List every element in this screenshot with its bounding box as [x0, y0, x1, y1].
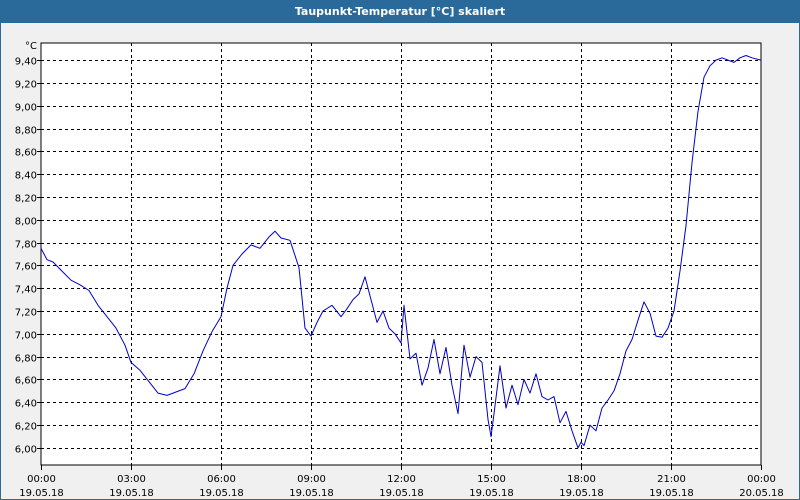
x-tick-time: 00:00 [747, 474, 776, 485]
y-tick-label: 9,20 [15, 80, 37, 91]
y-tick-label: 6,60 [15, 376, 37, 387]
x-tick-time: 00:00 [27, 474, 56, 485]
x-tick-time: 06:00 [207, 474, 236, 485]
y-tick-label: 8,40 [15, 171, 37, 182]
y-tick-label: 7,40 [15, 285, 37, 296]
line-chart: 6,00 6,20 6,40 6,60 6,80 7,00 7,20 7,40 7,60 7,80… [15, 41, 784, 499]
x-tick-date: 19.05.18 [19, 488, 64, 499]
y-tick-label: 8,20 [15, 194, 37, 205]
x-tick-date: 19.05.18 [289, 488, 334, 499]
y-unit-label: °C [25, 41, 37, 52]
y-tick-label: 9,40 [15, 57, 37, 68]
y-tick-label: 8,60 [15, 148, 37, 159]
y-tick-label: 8,80 [15, 126, 37, 137]
y-tick-label: 6,20 [15, 422, 37, 433]
x-tick-date: 19.05.18 [559, 488, 604, 499]
y-tick-label: 6,40 [15, 399, 37, 410]
y-tick-label: 7,60 [15, 262, 37, 273]
x-tick-date: 19.05.18 [109, 488, 154, 499]
x-tick-date: 19.05.18 [199, 488, 244, 499]
y-tick-label: 6,80 [15, 354, 37, 365]
x-tick-date: 19.05.18 [379, 488, 424, 499]
x-tick-time: 21:00 [657, 474, 686, 485]
y-tick-label: 9,00 [15, 103, 37, 114]
series-line [40, 55, 762, 449]
x-tick-date: 20.05.18 [739, 488, 784, 499]
x-tick-time: 09:00 [297, 474, 326, 485]
series-group [40, 55, 762, 449]
y-tick-label: 6,00 [15, 445, 37, 456]
x-tick-time: 12:00 [387, 474, 416, 485]
window-title: Taupunkt-Temperatur [°C] skaliert [1, 1, 799, 23]
x-tick-time: 15:00 [477, 474, 506, 485]
y-tick-label: 7,00 [15, 331, 37, 342]
y-tick-label: 7,20 [15, 308, 37, 319]
x-tick-time: 18:00 [567, 474, 596, 485]
x-tick-time: 03:00 [117, 474, 146, 485]
x-tick-date: 19.05.18 [649, 488, 694, 499]
y-tick-label: 8,00 [15, 217, 37, 228]
y-tick-label: 7,80 [15, 240, 37, 251]
grid [40, 42, 762, 466]
axes: 6,00 6,20 6,40 6,60 6,80 7,00 7,20 7,40 7,60 7,80… [15, 41, 784, 499]
x-tick-date: 19.05.18 [469, 488, 514, 499]
